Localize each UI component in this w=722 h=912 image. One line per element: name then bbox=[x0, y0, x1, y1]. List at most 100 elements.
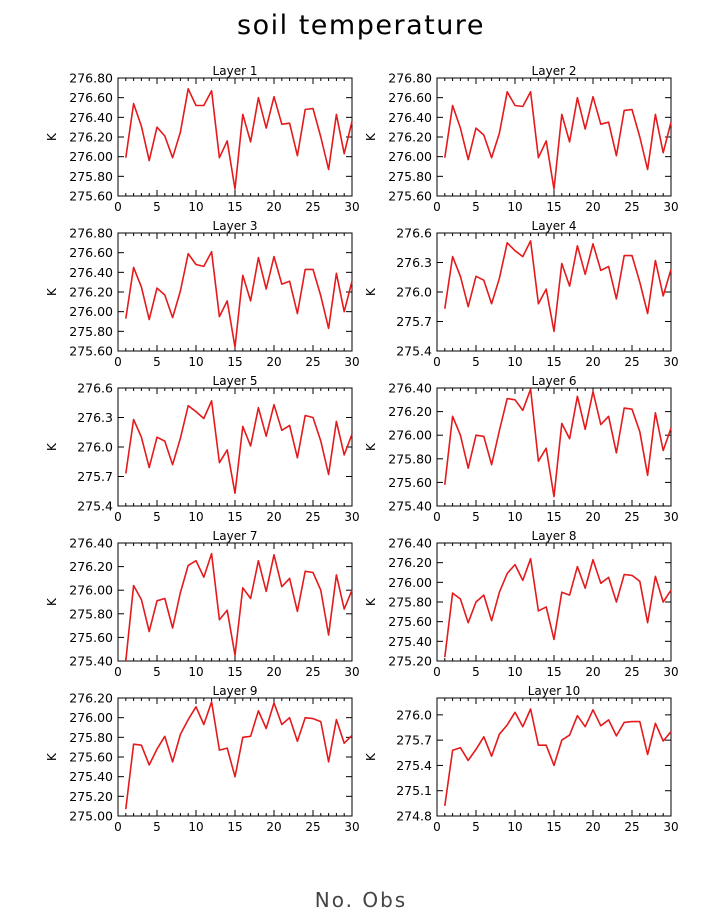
y-tick-label: 275.7 bbox=[77, 469, 113, 484]
y-tick-label: 276.0 bbox=[396, 285, 432, 300]
y-tick-label: 274.8 bbox=[396, 809, 432, 824]
y-tick-label: 275.40 bbox=[388, 499, 432, 514]
panel-title: Layer 9 bbox=[213, 684, 258, 698]
x-tick-label: 30 bbox=[663, 820, 678, 834]
x-tick-label: 25 bbox=[624, 355, 639, 369]
y-axis-label: K bbox=[45, 752, 59, 761]
y-tick-label: 275.20 bbox=[69, 789, 113, 804]
x-tick-label: 5 bbox=[472, 510, 480, 524]
panel-title: Layer 4 bbox=[532, 219, 577, 233]
x-tick-label: 10 bbox=[188, 355, 203, 369]
y-axis-label: K bbox=[364, 752, 378, 761]
x-tick-label: 20 bbox=[585, 820, 600, 834]
x-tick-label: 10 bbox=[507, 665, 522, 679]
panel-title: Layer 10 bbox=[528, 684, 581, 698]
y-tick-label: 276.40 bbox=[388, 381, 432, 396]
x-tick-label: 5 bbox=[472, 820, 480, 834]
y-tick-label: 275.60 bbox=[388, 189, 432, 204]
y-tick-label: 276.20 bbox=[69, 130, 113, 145]
x-tick-label: 25 bbox=[305, 355, 320, 369]
y-tick-label: 275.80 bbox=[69, 606, 113, 621]
y-axis-label: K bbox=[364, 597, 378, 606]
series-line bbox=[444, 240, 672, 333]
x-tick-label: 15 bbox=[227, 200, 242, 214]
y-tick-label: 276.40 bbox=[69, 265, 113, 280]
panel-layer-2: Layer 2 K 0 5 10 15 20 25 30 275.60 275.80 276.00 27… bbox=[364, 64, 679, 214]
x-tick-label: 20 bbox=[266, 820, 281, 834]
y-tick-label: 276.00 bbox=[388, 428, 432, 443]
y-tick-label: 276.0 bbox=[77, 440, 113, 455]
y-tick-label: 275.60 bbox=[69, 189, 113, 204]
x-tick-label: 10 bbox=[188, 200, 203, 214]
x-tick-label: 15 bbox=[546, 820, 561, 834]
x-tick-label: 0 bbox=[433, 355, 441, 369]
y-tick-label: 276.20 bbox=[388, 130, 432, 145]
panel-layer-3: Layer 3 K 0 5 10 15 20 25 30 275.60 275.80 276.00 27… bbox=[45, 219, 360, 369]
x-tick-label: 30 bbox=[663, 355, 678, 369]
plot-frame bbox=[436, 387, 672, 507]
panel-title: Layer 8 bbox=[532, 529, 577, 543]
x-tick-label: 0 bbox=[114, 665, 122, 679]
panel-layer-7: Layer 7 K 0 5 10 15 20 25 30 275.40 275.60 275.80 27… bbox=[45, 529, 360, 679]
y-axis-label: K bbox=[364, 287, 378, 296]
y-tick-label: 276.40 bbox=[388, 110, 432, 125]
x-tick-label: 10 bbox=[188, 665, 203, 679]
series-line bbox=[444, 557, 672, 658]
y-tick-label: 276.00 bbox=[69, 710, 113, 725]
plot-frame bbox=[436, 77, 672, 197]
x-tick-label: 5 bbox=[153, 665, 161, 679]
x-tick-label: 30 bbox=[344, 665, 359, 679]
x-tick-label: 15 bbox=[546, 665, 561, 679]
panel-layer-1: Layer 1 K 0 5 10 15 20 25 30 275.60 275.80 276.00 27… bbox=[45, 64, 360, 214]
y-tick-label: 276.00 bbox=[388, 575, 432, 590]
y-tick-label: 275.4 bbox=[396, 758, 432, 773]
y-tick-label: 275.80 bbox=[69, 324, 113, 339]
y-tick-label: 276.0 bbox=[396, 707, 432, 722]
panel-title: Layer 5 bbox=[213, 374, 258, 388]
y-tick-label: 275.80 bbox=[69, 730, 113, 745]
x-tick-label: 25 bbox=[305, 820, 320, 834]
x-tick-label: 25 bbox=[624, 510, 639, 524]
y-tick-label: 276.40 bbox=[69, 536, 113, 551]
y-tick-label: 275.60 bbox=[69, 630, 113, 645]
x-tick-label: 25 bbox=[624, 200, 639, 214]
series-line bbox=[444, 708, 672, 807]
x-tick-label: 5 bbox=[472, 355, 480, 369]
series-line bbox=[444, 91, 672, 190]
y-tick-label: 275.60 bbox=[388, 614, 432, 629]
y-tick-label: 275.40 bbox=[69, 654, 113, 669]
y-tick-label: 276.00 bbox=[69, 149, 113, 164]
x-tick-label: 25 bbox=[305, 200, 320, 214]
y-tick-label: 275.4 bbox=[396, 344, 432, 359]
plot-frame bbox=[436, 697, 672, 817]
y-tick-label: 276.40 bbox=[388, 536, 432, 551]
x-tick-label: 10 bbox=[188, 820, 203, 834]
y-tick-label: 276.3 bbox=[77, 410, 113, 425]
series-line bbox=[125, 250, 353, 348]
y-tick-label: 276.60 bbox=[388, 90, 432, 105]
x-tick-label: 30 bbox=[344, 820, 359, 834]
x-tick-label: 10 bbox=[507, 510, 522, 524]
panel-title: Layer 3 bbox=[213, 219, 258, 233]
x-tick-label: 20 bbox=[266, 355, 281, 369]
y-tick-label: 276.6 bbox=[77, 381, 113, 396]
y-tick-label: 275.00 bbox=[69, 809, 113, 824]
x-tick-label: 20 bbox=[585, 665, 600, 679]
plot-frame bbox=[117, 542, 353, 662]
y-tick-label: 276.00 bbox=[69, 304, 113, 319]
y-tick-label: 276.20 bbox=[388, 404, 432, 419]
y-axis-label: K bbox=[45, 597, 59, 606]
x-tick-label: 0 bbox=[433, 665, 441, 679]
panel-layer-6: Layer 6 K 0 5 10 15 20 25 30 275.40 275.60 275.80 27… bbox=[364, 374, 679, 524]
x-tick-label: 10 bbox=[507, 355, 522, 369]
x-tick-label: 15 bbox=[546, 510, 561, 524]
figure-title: soil temperature bbox=[237, 10, 485, 41]
x-axis-title: No. Obs bbox=[314, 888, 408, 912]
y-tick-label: 276.60 bbox=[69, 90, 113, 105]
y-tick-label: 275.60 bbox=[69, 750, 113, 765]
x-tick-label: 10 bbox=[507, 200, 522, 214]
panel-title: Layer 6 bbox=[532, 374, 577, 388]
panel-layer-5: Layer 5 K 0 5 10 15 20 25 30 275.4 275.7 276.0 276.3… bbox=[45, 374, 360, 524]
x-tick-label: 5 bbox=[472, 665, 480, 679]
